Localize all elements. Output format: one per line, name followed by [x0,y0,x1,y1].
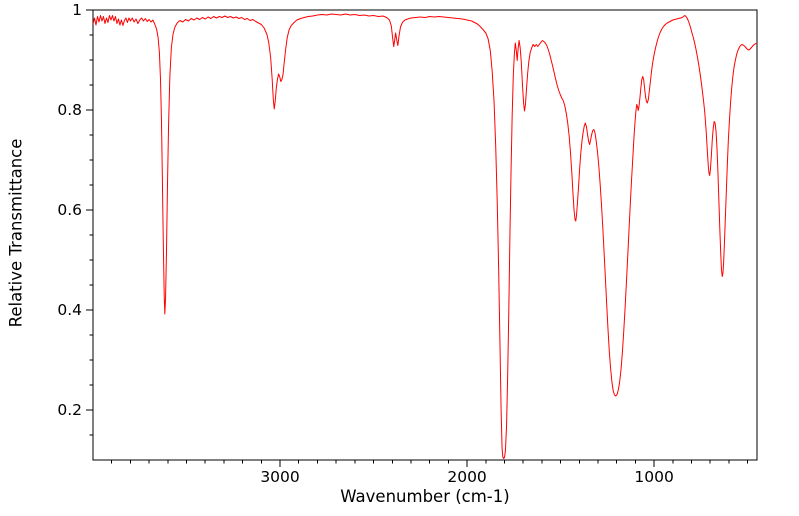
x-tick-label: 1000 [634,468,673,486]
plot-border [92,9,758,461]
spectrum-line [93,13,757,459]
y-tick-label: 0.8 [57,101,82,119]
y-tick-label: 1 [72,1,82,19]
x-axis-title: Wavenumber (cm-1) [340,487,510,506]
y-tick-label: 0.4 [57,301,82,319]
x-tick-label: 2000 [447,468,486,486]
y-tick-label: 0.2 [57,401,82,419]
x-tick-label: 3000 [260,468,299,486]
y-tick-label: 0.6 [57,201,82,219]
y-axis-title: Relative Transmittance [6,138,26,328]
